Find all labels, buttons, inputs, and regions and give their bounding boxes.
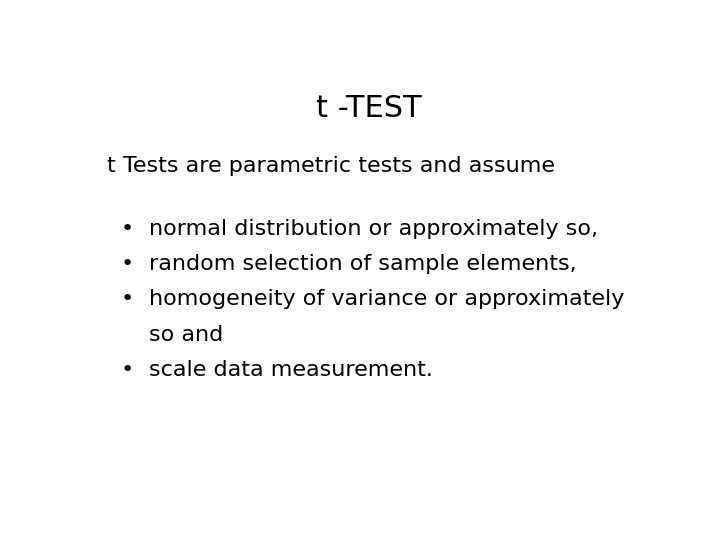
- Text: t Tests are parametric tests and assume: t Tests are parametric tests and assume: [107, 156, 554, 176]
- Text: •: •: [121, 254, 134, 274]
- Text: random selection of sample elements,: random selection of sample elements,: [148, 254, 576, 274]
- Text: •: •: [121, 289, 134, 309]
- Text: so and: so and: [148, 325, 223, 345]
- Text: normal distribution or approximately so,: normal distribution or approximately so,: [148, 219, 598, 239]
- Text: scale data measurement.: scale data measurement.: [148, 360, 433, 380]
- Text: •: •: [121, 219, 134, 239]
- Text: t -TEST: t -TEST: [316, 94, 422, 123]
- Text: •: •: [121, 360, 134, 380]
- Text: homogeneity of variance or approximately: homogeneity of variance or approximately: [148, 289, 624, 309]
